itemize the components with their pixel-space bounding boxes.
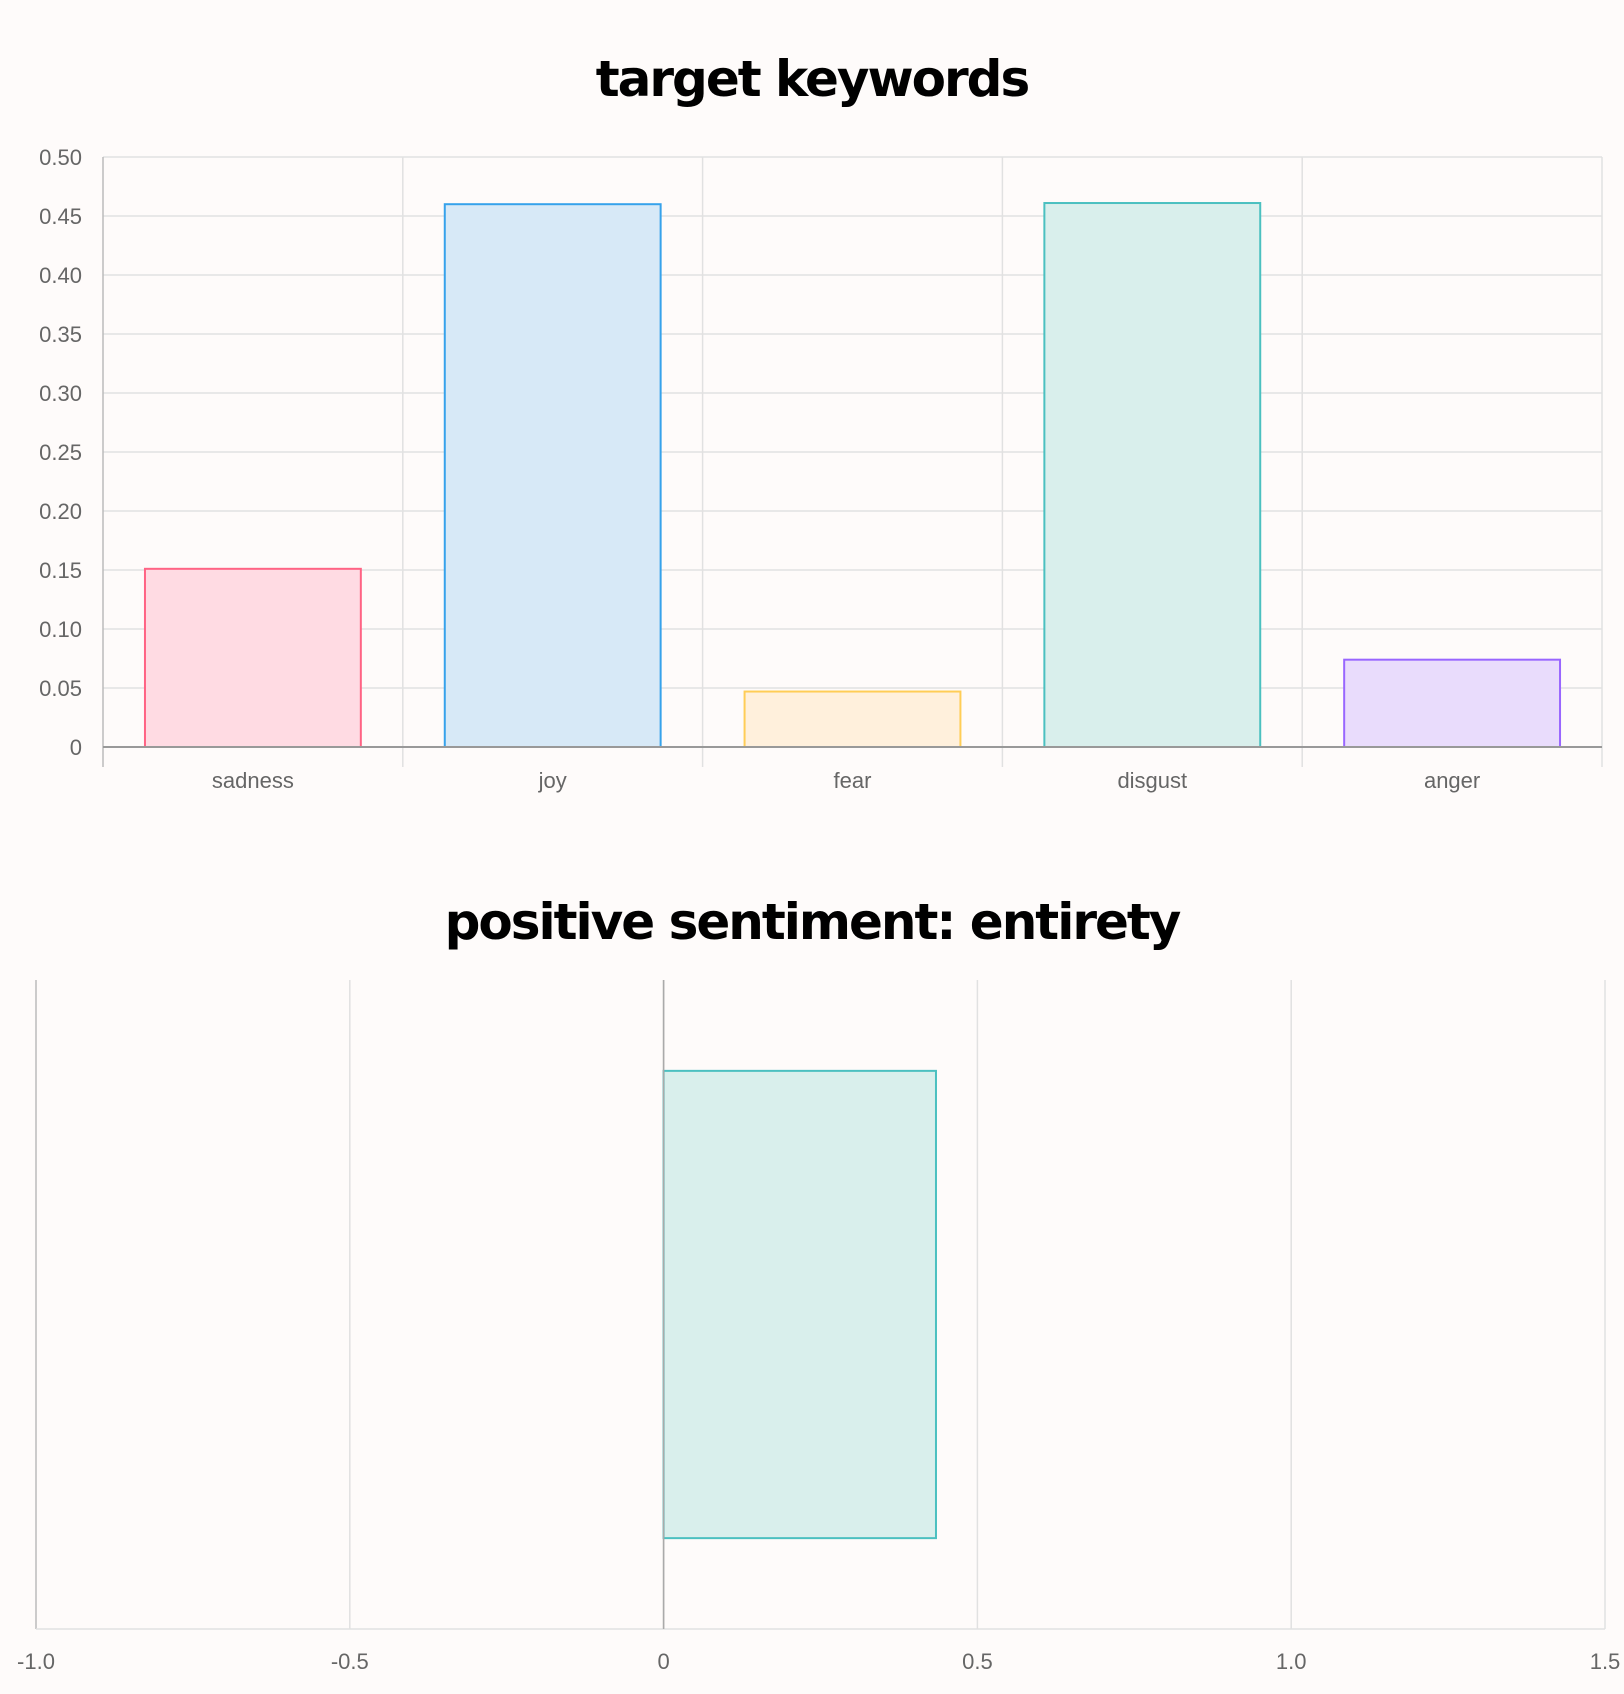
x-tick-label: 0.5: [962, 1649, 993, 1674]
x-tick-label-sadness: sadness: [212, 768, 294, 793]
x-tick-label: -1.0: [17, 1649, 55, 1674]
y-tick-label: 0.25: [39, 440, 82, 465]
y-tick-label: 0.30: [39, 381, 82, 406]
y-tick-label: 0.10: [39, 617, 82, 642]
y-tick-label: 0: [70, 735, 82, 760]
y-tick-label: 0.05: [39, 676, 82, 701]
x-tick-label: 1.0: [1276, 1649, 1307, 1674]
x-tick-label: -0.5: [331, 1649, 369, 1674]
bar-anger: [1343, 658, 1562, 748]
x-tick-label: 0: [657, 1649, 669, 1674]
x-tick-label-fear: fear: [834, 768, 872, 793]
bar-disgust: [1043, 202, 1262, 748]
bar-chart-target-keywords: 0 0.05 0.10 0.15 0.20 0.25 0.30 0.35 0.40 0.45 0.5…: [39, 145, 1603, 793]
bar-joy: [443, 203, 662, 748]
bar-positive-sentiment: [662, 1069, 937, 1540]
chart-title-positive-sentiment: positive sentiment: entirety: [444, 893, 1182, 951]
chart-title-target-keywords: target keywords: [595, 50, 1030, 108]
bar-sadness: [143, 567, 362, 748]
x-tick-label-joy: joy: [538, 768, 567, 793]
y-tick-label: 0.40: [39, 263, 82, 288]
y-tick-label: 0.15: [39, 558, 82, 583]
y-tick-label: 0.50: [39, 145, 82, 170]
bar-fear: [743, 690, 962, 748]
x-tick-label: 1.5: [1590, 1649, 1621, 1674]
y-tick-label: 0.35: [39, 322, 82, 347]
y-tick-label: 0.20: [39, 499, 82, 524]
x-tick-label-anger: anger: [1424, 768, 1480, 793]
y-tick-label: 0.45: [39, 204, 82, 229]
x-tick-label-disgust: disgust: [1117, 768, 1187, 793]
